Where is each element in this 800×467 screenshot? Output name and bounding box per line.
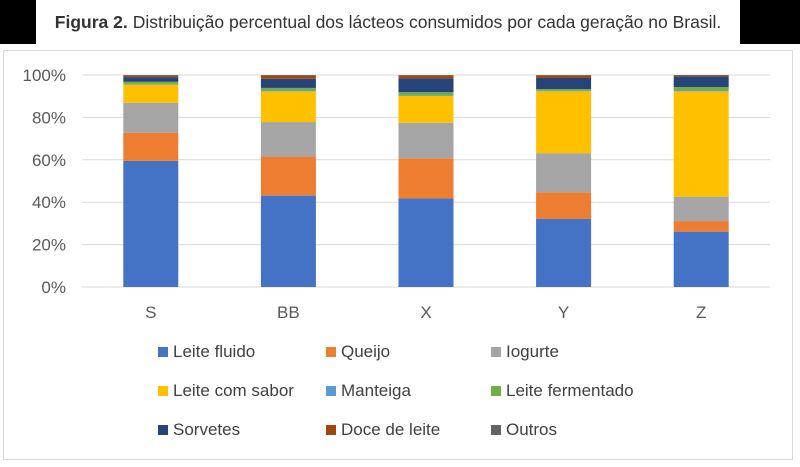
- x-tick-label: X: [420, 303, 431, 322]
- legend-item: Iogurte: [491, 342, 559, 361]
- bar-segment-sorvetes: [123, 77, 179, 82]
- bar-segment-sorvetes: [398, 78, 454, 93]
- legend-swatch: [158, 347, 168, 357]
- bar-segment-iogurte: [123, 102, 179, 133]
- legend-swatch: [491, 425, 501, 435]
- bar-segment-outros: [260, 75, 316, 76]
- legend-swatch: [491, 347, 501, 357]
- bar-segment-outros: [536, 75, 592, 76]
- bar-segment-sorvetes: [673, 76, 729, 88]
- bars: [123, 75, 729, 287]
- bar-stack-y: [536, 75, 592, 287]
- y-tick-label: 80%: [32, 108, 66, 127]
- bar-stack-z: [673, 75, 729, 287]
- bar-segment-doce-de-leite: [260, 75, 316, 79]
- bar-segment-leite-fermentado: [536, 88, 592, 91]
- bar-segment-leite-com-sabor: [398, 95, 454, 123]
- bar-segment-leite-fluido: [536, 218, 592, 287]
- bar-segment-iogurte: [536, 153, 592, 193]
- legend-swatch: [326, 386, 336, 396]
- bar-segment-leite-com-sabor: [673, 91, 729, 197]
- figure-caption: Figura 2. Distribuição percentual dos lá…: [36, 0, 740, 44]
- bar-segment-iogurte: [260, 122, 316, 157]
- bar-segment-leite-fluido: [123, 160, 179, 287]
- legend-swatch: [158, 425, 168, 435]
- legend-label: Iogurte: [506, 342, 559, 361]
- bar-segment-sorvetes: [260, 78, 316, 88]
- bar-segment-leite-fluido: [673, 231, 729, 287]
- bar-segment-manteiga: [260, 90, 316, 92]
- bar-segment-leite-fermentado: [260, 87, 316, 91]
- bar-segment-iogurte: [673, 196, 729, 222]
- bar-segment-sorvetes: [536, 77, 592, 89]
- bar-stack-bb: [260, 75, 316, 287]
- bar-segment-manteiga: [536, 90, 592, 92]
- bar-segment-leite-fermentado: [673, 87, 729, 91]
- bar-segment-leite-fermentado: [398, 92, 454, 96]
- bar-segment-leite-fermentado: [123, 81, 179, 84]
- bar-segment-queijo: [260, 156, 316, 196]
- legend-label: Leite fermentado: [506, 381, 634, 400]
- x-tick-label: BB: [277, 303, 300, 322]
- bar-segment-leite-fluido: [398, 198, 454, 287]
- legend-item: Manteiga: [326, 381, 411, 400]
- legend-label: Doce de leite: [341, 420, 440, 439]
- legend-item: Queijo: [326, 342, 390, 361]
- bar-segment-leite-com-sabor: [536, 91, 592, 154]
- bar-segment-outros: [123, 75, 179, 76]
- legend-label: Outros: [506, 420, 557, 439]
- bar-stack-x: [398, 75, 454, 287]
- legend-label: Manteiga: [341, 381, 411, 400]
- x-axis-ticks: S BB X Y Z: [145, 303, 706, 322]
- bar-segment-doce-de-leite: [536, 75, 592, 78]
- y-axis-ticks: 0% 20% 40% 60% 80% 100%: [23, 66, 66, 297]
- bar-segment-outros: [398, 75, 454, 76]
- bar-stack-s: [123, 75, 179, 287]
- legend-item: Leite com sabor: [158, 381, 294, 400]
- legend-item: Leite fluido: [158, 342, 255, 361]
- bar-segment-manteiga: [673, 90, 729, 92]
- legend-swatch: [326, 347, 336, 357]
- legend-item: Outros: [491, 420, 557, 439]
- bar-segment-leite-com-sabor: [260, 91, 316, 123]
- bar-segment-manteiga: [123, 83, 179, 85]
- bar-segment-iogurte: [398, 122, 454, 159]
- figure-caption-text: Distribuição percentual dos lácteos cons…: [132, 11, 722, 32]
- legend-swatch: [326, 425, 336, 435]
- header-band-right: [740, 0, 800, 44]
- legend-item: Doce de leite: [326, 420, 440, 439]
- bar-segment-leite-fluido: [260, 195, 316, 287]
- x-tick-label: Z: [696, 303, 706, 322]
- legend: Leite fluido Queijo Iogurte Leite com sabor…: [158, 342, 634, 439]
- y-tick-label: 20%: [32, 236, 66, 255]
- bar-segment-queijo: [123, 132, 179, 161]
- y-tick-label: 40%: [32, 193, 66, 212]
- bar-segment-manteiga: [398, 95, 454, 96]
- header-band-left: [0, 0, 36, 44]
- legend-swatch: [158, 386, 168, 396]
- legend-item: Sorvetes: [158, 420, 240, 439]
- legend-label: Leite fluido: [173, 342, 255, 361]
- x-tick-label: Y: [558, 303, 569, 322]
- bar-segment-doce-de-leite: [398, 75, 454, 79]
- bar-segment-queijo: [398, 158, 454, 199]
- legend-label: Leite com sabor: [173, 381, 294, 400]
- bar-segment-leite-com-sabor: [123, 84, 179, 103]
- bar-segment-queijo: [673, 221, 729, 232]
- x-tick-label: S: [145, 303, 156, 322]
- y-tick-label: 0%: [41, 278, 66, 297]
- bar-segment-queijo: [536, 192, 592, 219]
- bar-segment-doce-de-leite: [123, 75, 179, 78]
- legend-swatch: [491, 386, 501, 396]
- legend-item: Leite fermentado: [491, 381, 634, 400]
- y-tick-label: 100%: [23, 66, 66, 85]
- figure-caption-label: Figura 2.: [54, 11, 128, 32]
- bar-segment-doce-de-leite: [673, 75, 729, 77]
- legend-label: Sorvetes: [173, 420, 240, 439]
- legend-label: Queijo: [341, 342, 390, 361]
- y-tick-label: 60%: [32, 151, 66, 170]
